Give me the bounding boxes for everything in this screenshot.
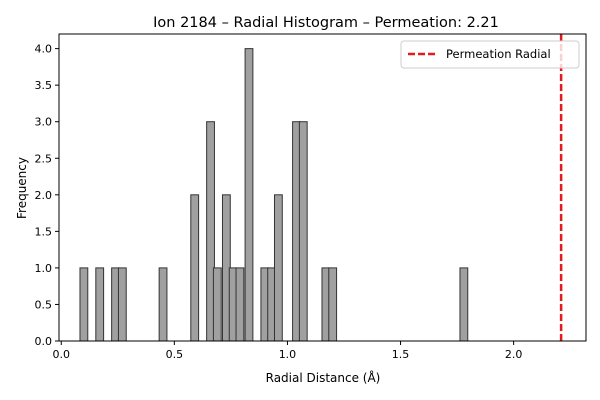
histogram-bar xyxy=(273,194,283,342)
y-tick-label: 1.0 xyxy=(35,262,53,275)
y-axis: 0.0 0.5 1.0 1.5 2.0 2.5 3.0 3.5 4.0 xyxy=(35,43,59,348)
y-tick-label: 0.5 xyxy=(35,298,53,311)
y-tick-label: 3.5 xyxy=(35,79,53,92)
x-axis: 0.0 0.5 1.0 1.5 2.0 xyxy=(53,341,523,361)
plot-frame xyxy=(58,33,587,342)
x-tick-label: 1.5 xyxy=(392,348,410,361)
histogram-bar xyxy=(298,121,308,342)
histogram-bar xyxy=(95,267,105,342)
y-tick-label: 0.0 xyxy=(35,335,53,348)
histogram-bar xyxy=(459,267,469,342)
x-axis-title: Radial Distance (Å) xyxy=(266,370,381,385)
x-tick-label: 0.5 xyxy=(166,348,184,361)
histogram-bar xyxy=(158,267,168,342)
histogram-bar xyxy=(235,267,245,342)
histogram-bar xyxy=(190,194,200,342)
x-tick-label: 2.0 xyxy=(505,348,523,361)
chart-title: Ion 2184 – Radial Histogram – Permeation… xyxy=(153,15,499,31)
y-tick-label: 4.0 xyxy=(35,43,53,56)
legend: Permeation Radial xyxy=(400,40,580,69)
y-tick-label: 2.0 xyxy=(35,189,53,202)
y-tick-label: 2.5 xyxy=(35,152,53,165)
y-tick-label: 1.5 xyxy=(35,225,53,238)
y-tick-label: 3.0 xyxy=(35,116,53,129)
histogram-bar xyxy=(117,267,127,342)
histogram-bar xyxy=(244,48,254,342)
histogram-bar xyxy=(212,267,222,342)
legend-label: Permeation Radial xyxy=(446,47,551,61)
x-tick-label: 1.0 xyxy=(279,348,297,361)
legend-box xyxy=(400,40,580,69)
x-tick-label: 0.0 xyxy=(53,348,71,361)
y-axis-title: Frequency xyxy=(15,157,29,219)
histogram-bar xyxy=(328,267,338,342)
histogram-bar xyxy=(79,267,89,342)
